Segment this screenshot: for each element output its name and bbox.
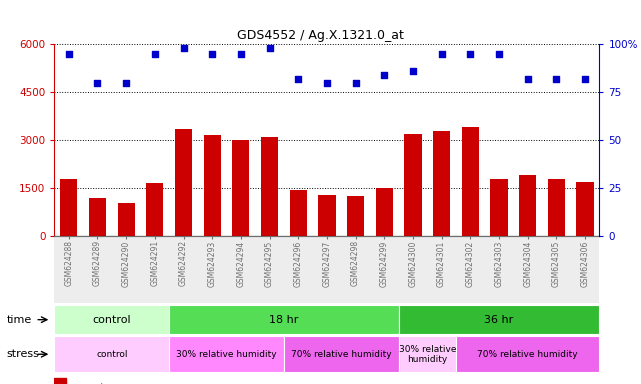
Bar	[198, 236, 226, 303]
Bar	[341, 236, 370, 303]
Text: control: control	[96, 350, 128, 359]
Bar	[89, 198, 106, 236]
Bar	[456, 336, 599, 372]
Bar	[456, 236, 485, 303]
Bar	[169, 305, 399, 334]
Text: time: time	[6, 314, 31, 325]
Bar	[399, 336, 456, 372]
Text: count: count	[74, 383, 105, 384]
Bar	[117, 203, 135, 236]
Point	[121, 79, 131, 86]
Point	[494, 51, 504, 57]
Point	[178, 45, 188, 51]
Bar	[284, 336, 399, 372]
Point	[265, 45, 275, 51]
Bar	[513, 236, 542, 303]
Bar	[169, 336, 284, 372]
Point	[551, 76, 562, 82]
Bar	[54, 305, 169, 334]
Bar	[433, 131, 450, 236]
Bar	[313, 236, 341, 303]
Bar	[112, 236, 140, 303]
Bar	[255, 236, 284, 303]
Bar	[485, 236, 513, 303]
Text: 30% relative humidity: 30% relative humidity	[176, 350, 277, 359]
Point	[293, 76, 303, 82]
Bar	[284, 236, 313, 303]
Point	[236, 51, 246, 57]
Bar	[60, 179, 78, 236]
Bar	[54, 378, 67, 384]
Bar	[428, 236, 456, 303]
Bar	[319, 195, 335, 236]
Bar	[576, 182, 594, 236]
Point	[408, 68, 418, 74]
Point	[351, 79, 361, 86]
Bar	[462, 127, 479, 236]
Text: 70% relative humidity: 70% relative humidity	[291, 350, 392, 359]
Text: 18 hr: 18 hr	[269, 314, 299, 325]
Point	[580, 76, 590, 82]
Text: control: control	[92, 314, 131, 325]
Bar	[232, 140, 249, 236]
Bar	[261, 137, 278, 236]
Bar	[169, 236, 198, 303]
Bar	[146, 184, 163, 236]
Point	[207, 51, 217, 57]
Bar	[54, 236, 83, 303]
Bar	[347, 196, 364, 236]
Text: GDS4552 / Ag.X.1321.0_at: GDS4552 / Ag.X.1321.0_at	[237, 29, 404, 42]
Point	[63, 51, 74, 57]
Point	[522, 76, 533, 82]
Bar	[376, 188, 393, 236]
Bar	[290, 190, 307, 236]
Text: 70% relative humidity: 70% relative humidity	[478, 350, 578, 359]
Bar	[399, 305, 599, 334]
Point	[379, 72, 389, 78]
Bar	[490, 179, 508, 236]
Point	[92, 79, 103, 86]
Bar	[226, 236, 255, 303]
Text: stress: stress	[6, 349, 39, 359]
Bar	[175, 129, 192, 236]
Bar	[570, 236, 599, 303]
Bar	[83, 236, 112, 303]
Bar	[54, 336, 169, 372]
Bar	[204, 136, 221, 236]
Point	[465, 51, 476, 57]
Bar	[140, 236, 169, 303]
Bar	[404, 134, 422, 236]
Bar	[542, 236, 570, 303]
Bar	[519, 175, 537, 236]
Bar	[399, 236, 428, 303]
Text: 36 hr: 36 hr	[485, 314, 513, 325]
Text: 30% relative
humidity: 30% relative humidity	[399, 344, 456, 364]
Point	[437, 51, 447, 57]
Point	[322, 79, 332, 86]
Bar	[547, 179, 565, 236]
Bar	[370, 236, 399, 303]
Point	[150, 51, 160, 57]
